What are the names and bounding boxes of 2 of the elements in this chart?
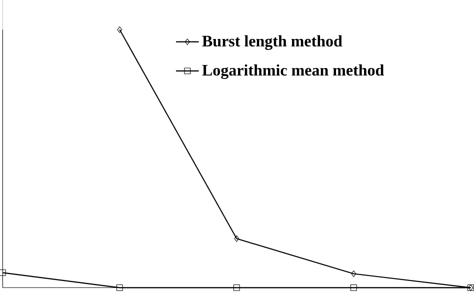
legend-label: Logarithmic mean method — [202, 64, 384, 79]
legend-label: Burst length method — [202, 35, 342, 50]
